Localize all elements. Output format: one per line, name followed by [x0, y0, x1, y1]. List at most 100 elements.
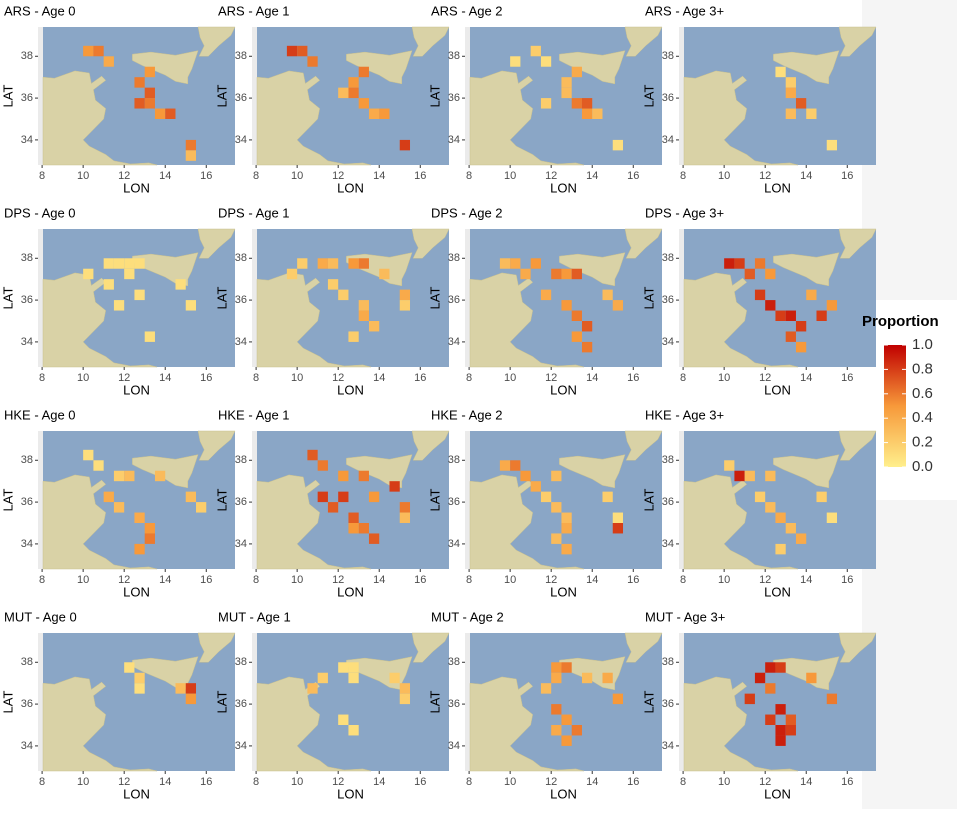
heat-cell [551, 533, 562, 544]
heat-cell [551, 725, 562, 736]
x-tick-label: 16 [627, 372, 639, 384]
heat-cell [103, 279, 114, 290]
y-tick-label: 36 [235, 698, 247, 710]
heat-cell [765, 714, 776, 725]
heat-cell [775, 66, 786, 78]
heat-cell [571, 268, 582, 280]
x-tick-label: 8 [466, 776, 472, 788]
heat-cell [317, 491, 328, 503]
panel-title: HKE - Age 0 [4, 407, 76, 422]
y-tick-label: 38 [662, 50, 674, 62]
y-axis-label: LAT [641, 85, 656, 108]
y-tick-label: 34 [235, 740, 247, 752]
heat-cell [551, 704, 562, 715]
x-tick-label: 10 [291, 574, 303, 586]
x-axis-label: LON [764, 786, 791, 801]
y-axis-label: LAT [427, 287, 442, 310]
land [256, 474, 372, 570]
x-tick-label: 16 [414, 170, 426, 182]
x-axis-label: LON [337, 584, 364, 599]
x-tick-label: 14 [159, 574, 171, 586]
heat-cell [612, 300, 624, 311]
heat-cell [561, 268, 572, 280]
heat-cell [327, 279, 339, 290]
heat-cell [134, 543, 145, 555]
heat-cell [307, 56, 318, 67]
x-tick-label: 8 [253, 574, 259, 586]
x-tick-label: 10 [504, 574, 516, 586]
heat-cell [327, 502, 339, 513]
x-tick-label: 14 [373, 170, 385, 182]
x-tick-label: 12 [759, 776, 771, 788]
land [197, 228, 236, 259]
heat-cell [389, 481, 400, 492]
heat-cell [103, 56, 114, 67]
y-tick-label: 36 [448, 496, 460, 508]
heat-cell [154, 470, 166, 482]
land [773, 252, 840, 287]
heat-cell [765, 300, 776, 311]
x-tick-label: 16 [414, 776, 426, 788]
land [346, 454, 413, 489]
heat-cell [338, 662, 349, 673]
heat-cell [185, 491, 197, 503]
y-tick-label: 38 [448, 50, 460, 62]
panel-title: ARS - Age 1 [218, 3, 290, 18]
x-tick-label: 12 [545, 574, 557, 586]
x-tick-label: 14 [159, 372, 171, 384]
heat-cell [551, 672, 562, 684]
heat-cell [83, 449, 94, 461]
x-tick-label: 14 [159, 776, 171, 788]
land [624, 430, 663, 461]
heat-cell [785, 725, 796, 736]
x-tick-label: 8 [680, 170, 686, 182]
heat-cell [175, 683, 186, 694]
heat-cell [775, 662, 786, 673]
y-tick-label: 38 [662, 454, 674, 466]
land [773, 454, 840, 489]
heat-cell [724, 460, 735, 471]
land [469, 474, 585, 570]
y-axis-label: LAT [0, 691, 15, 714]
land [683, 272, 799, 368]
heat-cell [307, 683, 318, 694]
y-tick-label: 36 [21, 496, 33, 508]
heat-cell [358, 470, 369, 482]
y-axis-label: LAT [427, 489, 442, 512]
heat-cell [765, 683, 776, 694]
heat-cell [724, 258, 735, 269]
heat-cell [540, 683, 552, 694]
heat-cell [826, 512, 838, 523]
heat-cell [540, 491, 552, 503]
land [838, 26, 877, 57]
y-tick-label: 38 [448, 454, 460, 466]
x-tick-label: 12 [332, 776, 344, 788]
heat-cell [571, 725, 582, 736]
x-tick-label: 12 [759, 372, 771, 384]
heat-cell [785, 77, 796, 88]
heat-cell [806, 289, 817, 301]
heat-cell [744, 693, 755, 705]
land [469, 70, 585, 166]
heat-cell [134, 672, 145, 684]
x-tick-label: 14 [159, 170, 171, 182]
panel-title: ARS - Age 2 [431, 3, 503, 18]
heat-cell [754, 672, 766, 684]
x-tick-label: 10 [77, 170, 89, 182]
y-tick-label: 38 [235, 50, 247, 62]
heat-cell [348, 725, 359, 736]
y-tick-label: 38 [448, 252, 460, 264]
heat-cell [83, 45, 94, 57]
heat-cell [754, 289, 766, 301]
heat-cell [113, 502, 125, 513]
heat-cell [379, 268, 390, 280]
heat-cell [571, 66, 582, 78]
heat-cell [185, 139, 197, 151]
heat-cell [93, 460, 104, 471]
x-tick-label: 10 [291, 170, 303, 182]
x-tick-label: 10 [504, 776, 516, 788]
land [838, 228, 877, 259]
x-axis-label: LON [337, 382, 364, 397]
heat-cell [785, 523, 796, 534]
land [559, 454, 626, 489]
